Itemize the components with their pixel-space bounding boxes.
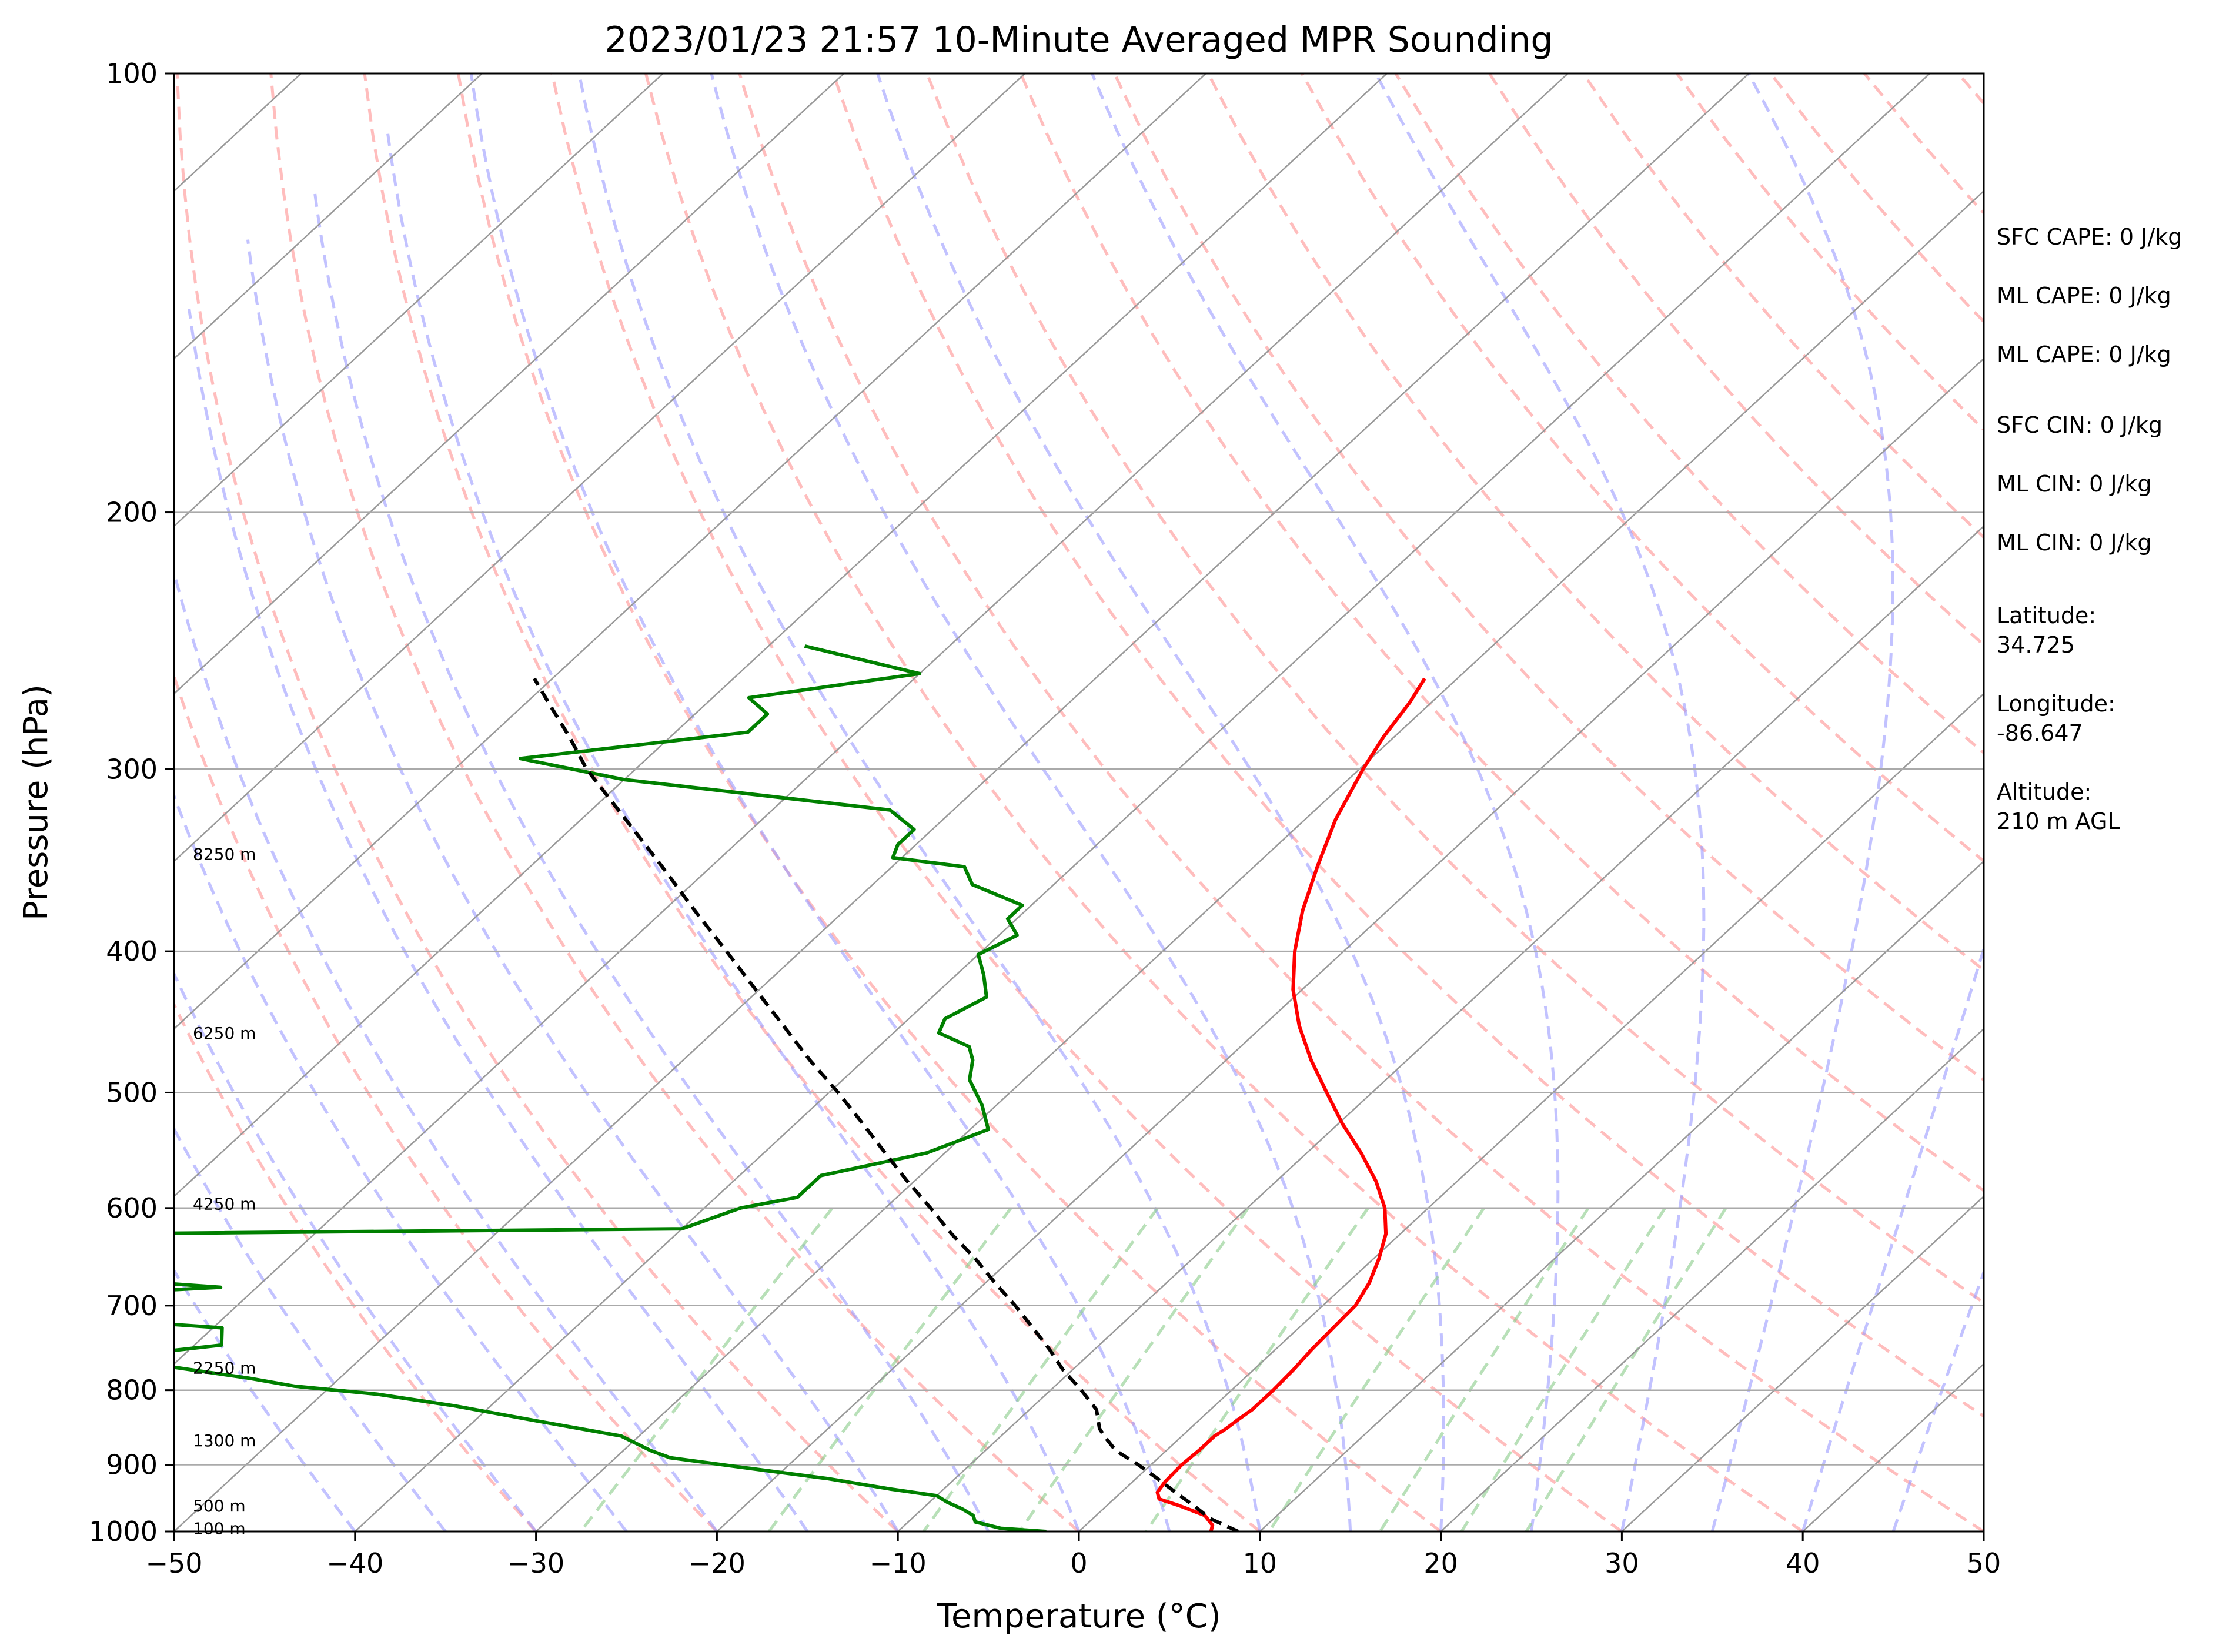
dry-adiabat [457,73,1442,1531]
moist-adiabat [1891,1268,1984,1531]
x-axis-ticks: −50 −40 −30 −20 −10 0 10 20 30 40 50 [145,1531,2001,1579]
moist-adiabat [1091,73,1560,1531]
x-tick-label: −50 [145,1547,202,1579]
isotherm [174,73,664,527]
isotherm [1078,693,1984,1531]
sfc-cape-text: SFC CAPE: 0 J/kg [1997,224,2182,250]
isotherm [716,357,1984,1531]
moist-adiabat [577,73,1262,1531]
latitude-value: 34.725 [1997,632,2075,658]
latitude-label: Latitude: [1997,603,2096,628]
sfc-cin-text: SFC CIN: 0 J/kg [1997,412,2163,438]
altitude-label: Altitude: [1997,779,2091,805]
altitude-label-text: 4250 m [193,1195,256,1214]
y-tick-label: 300 [106,753,158,785]
x-tick-label: 20 [1423,1547,1458,1579]
longitude-label: Longitude: [1997,691,2115,717]
dry-adiabat [175,73,899,1531]
temperature-line [1155,677,1426,1531]
y-tick-label: 600 [106,1192,158,1224]
longitude-value: -86.647 [1997,720,2083,746]
dry-adiabat [738,73,1984,1531]
dewpoint-line [174,644,1047,1531]
isotherm [354,73,1931,1531]
moist-adiabat [469,73,1171,1531]
moist-adiabat [174,567,718,1531]
ml-cin-text-2: ML CIN: 0 J/kg [1997,530,2151,556]
moist-adiabat [876,73,1445,1531]
dry-adiabat [925,73,1984,1305]
y-tick-label: 500 [106,1076,158,1108]
x-tick-label: −10 [870,1547,927,1579]
isotherm [174,73,1206,1030]
y-tick-label: 800 [106,1375,158,1406]
dry-adiabat [1019,73,1984,1193]
ml-cin-text: ML CIN: 0 J/kg [1997,471,2151,497]
moist-adiabat [174,791,628,1531]
y-tick-label: 100 [106,58,158,89]
x-tick-label: −40 [326,1547,383,1579]
altitude-labels: 8250 m 6250 m 4250 m 2250 m 1300 m 500 m 100 m [193,845,256,1539]
parcel-line [533,677,1239,1531]
altitude-label-text: 500 m [193,1496,246,1516]
moist-adiabat [386,133,1081,1531]
x-tick-label: 30 [1605,1547,1639,1579]
ml-cape-text-2: ML CAPE: 0 J/kg [1997,342,2171,367]
altitude-label-text: 8250 m [193,845,256,864]
y-tick-label: 200 [106,497,158,529]
isotherm [174,73,1569,1365]
sounding-series [174,644,1426,1531]
dry-adiabat [1301,73,1984,863]
isotherm [897,525,1984,1531]
moist-adiabat [313,189,990,1531]
x-tick-label: −20 [688,1547,746,1579]
isotherm [535,190,1984,1531]
y-axis-label: Pressure (hPa) [17,684,55,921]
info-panel: SFC CAPE: 0 J/kg ML CAPE: 0 J/kg ML CAPE… [1997,224,2182,834]
dry-adiabat [269,73,1080,1531]
altitude-label-text: 6250 m [193,1024,256,1043]
x-axis-label: Temperature (°C) [936,1597,1221,1636]
isotherm [1621,1195,1984,1531]
x-tick-label: 40 [1786,1547,1820,1579]
y-tick-label: 400 [106,935,158,967]
moist-adiabat [188,308,809,1531]
altitude-label-text: 2250 m [193,1358,256,1377]
moist-adiabat [246,239,900,1531]
altitude-label-text: 1300 m [193,1431,256,1450]
moist-adiabat [1710,73,1895,1531]
x-tick-label: 10 [1243,1547,1278,1579]
x-tick-label: −30 [507,1547,564,1579]
moist-adiabat [174,1268,356,1531]
y-tick-label: 900 [106,1449,158,1481]
moist-adiabat [710,73,1352,1531]
background-lines [174,73,1984,1531]
y-tick-label: 1000 [89,1516,158,1547]
isotherm [1259,860,1984,1531]
altitude-label-text: 100 m [193,1519,246,1539]
dry-adiabat [550,73,1623,1531]
y-tick-label: 700 [106,1290,158,1322]
isotherm [174,73,1026,862]
altitude-value: 210 m AGL [1997,808,2120,834]
isotherm [174,73,483,360]
x-tick-label: 0 [1070,1547,1087,1579]
dry-adiabat [174,1001,537,1531]
moist-adiabat [1374,73,1706,1531]
chart-title: 2023/01/23 21:57 10-Minute Averaged MPR … [605,19,1553,61]
mixing-ratio-line [1145,1207,1369,1531]
isotherm [174,73,1750,1531]
x-tick-label: 50 [1967,1547,2001,1579]
ml-cape-text: ML CAPE: 0 J/kg [1997,283,2171,309]
y-axis-ticks: 100 200 300 400 500 600 700 800 900 1000 [89,58,174,1547]
mixing-ratio-line [1268,1207,1485,1531]
isotherm [174,73,845,695]
isotherm [1440,1028,1984,1531]
moist-adiabat [1801,944,1984,1531]
isotherm [174,73,1388,1198]
mixing-ratio-line [922,1207,1159,1531]
